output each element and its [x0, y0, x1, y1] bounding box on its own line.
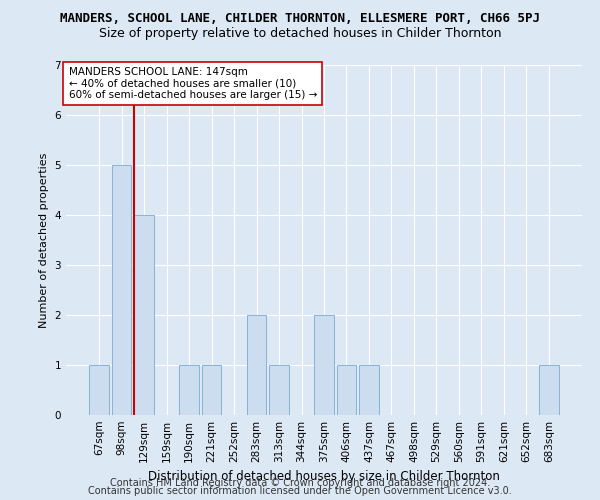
Bar	[314, 315, 334, 415]
Text: Contains public sector information licensed under the Open Government Licence v3: Contains public sector information licen…	[88, 486, 512, 496]
Text: Contains HM Land Registry data © Crown copyright and database right 2024.: Contains HM Land Registry data © Crown c…	[110, 478, 490, 488]
Bar	[359, 365, 379, 415]
X-axis label: Distribution of detached houses by size in Childer Thornton: Distribution of detached houses by size …	[148, 470, 500, 484]
Y-axis label: Number of detached properties: Number of detached properties	[39, 152, 49, 328]
Bar	[134, 215, 154, 415]
Bar	[179, 365, 199, 415]
Bar	[539, 365, 559, 415]
Bar	[269, 365, 289, 415]
Bar	[202, 365, 221, 415]
Bar	[112, 165, 131, 415]
Text: Size of property relative to detached houses in Childer Thornton: Size of property relative to detached ho…	[99, 28, 501, 40]
Bar	[247, 315, 266, 415]
Bar	[89, 365, 109, 415]
Text: MANDERS, SCHOOL LANE, CHILDER THORNTON, ELLESMERE PORT, CH66 5PJ: MANDERS, SCHOOL LANE, CHILDER THORNTON, …	[60, 12, 540, 26]
Text: MANDERS SCHOOL LANE: 147sqm
← 40% of detached houses are smaller (10)
60% of sem: MANDERS SCHOOL LANE: 147sqm ← 40% of det…	[68, 66, 317, 100]
Bar	[337, 365, 356, 415]
